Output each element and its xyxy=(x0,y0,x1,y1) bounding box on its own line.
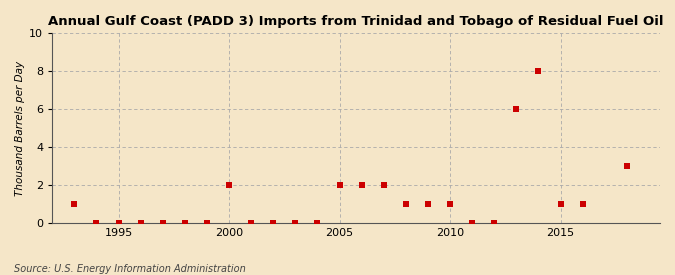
Text: Source: U.S. Energy Information Administration: Source: U.S. Energy Information Administ… xyxy=(14,264,245,274)
Point xyxy=(378,183,389,187)
Point xyxy=(511,107,522,111)
Point xyxy=(445,202,456,206)
Point xyxy=(223,183,234,187)
Point xyxy=(312,221,323,225)
Point xyxy=(202,221,213,225)
Point xyxy=(135,221,146,225)
Point xyxy=(113,221,124,225)
Point xyxy=(91,221,102,225)
Point xyxy=(577,202,588,206)
Y-axis label: Thousand Barrels per Day: Thousand Barrels per Day xyxy=(15,61,25,196)
Point xyxy=(622,164,632,168)
Point xyxy=(290,221,301,225)
Point xyxy=(180,221,190,225)
Point xyxy=(268,221,279,225)
Point xyxy=(334,183,345,187)
Point xyxy=(69,202,80,206)
Point xyxy=(555,202,566,206)
Title: Annual Gulf Coast (PADD 3) Imports from Trinidad and Tobago of Residual Fuel Oil: Annual Gulf Coast (PADD 3) Imports from … xyxy=(49,15,664,28)
Point xyxy=(533,69,544,73)
Point xyxy=(489,221,500,225)
Point xyxy=(356,183,367,187)
Point xyxy=(157,221,168,225)
Point xyxy=(400,202,411,206)
Point xyxy=(466,221,477,225)
Point xyxy=(423,202,433,206)
Point xyxy=(246,221,256,225)
